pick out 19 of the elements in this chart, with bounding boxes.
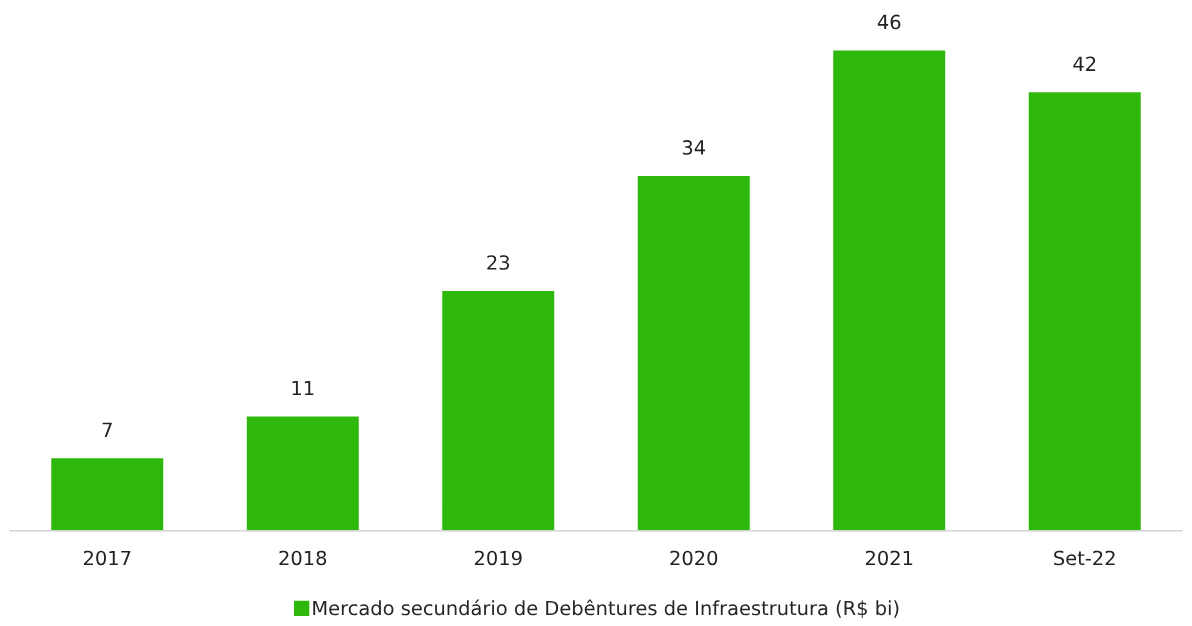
data-label: 34 bbox=[682, 140, 706, 155]
bar bbox=[636, 174, 752, 531]
data-label: 11 bbox=[292, 380, 314, 396]
x-tick-label: 2018 bbox=[279, 550, 327, 566]
bar bbox=[831, 49, 947, 531]
x-tick-label: Set-22 bbox=[1054, 550, 1115, 566]
bar bbox=[1027, 90, 1143, 531]
data-label: 42 bbox=[1073, 56, 1096, 71]
x-tick-label: 2017 bbox=[83, 550, 131, 566]
legend-label: Mercado secundário de Debêntures de Infraestrutura (R$ bi) bbox=[313, 599, 899, 618]
x-tick-label: 2020 bbox=[670, 550, 718, 566]
bar bbox=[440, 289, 556, 531]
data-label: 7 bbox=[102, 422, 112, 437]
x-tick-label: 2021 bbox=[865, 550, 913, 566]
data-label: 23 bbox=[487, 255, 510, 270]
x-tick-label: 2019 bbox=[474, 550, 522, 566]
bar bbox=[49, 456, 165, 531]
data-label: 46 bbox=[877, 14, 901, 30]
bar bbox=[245, 415, 361, 531]
